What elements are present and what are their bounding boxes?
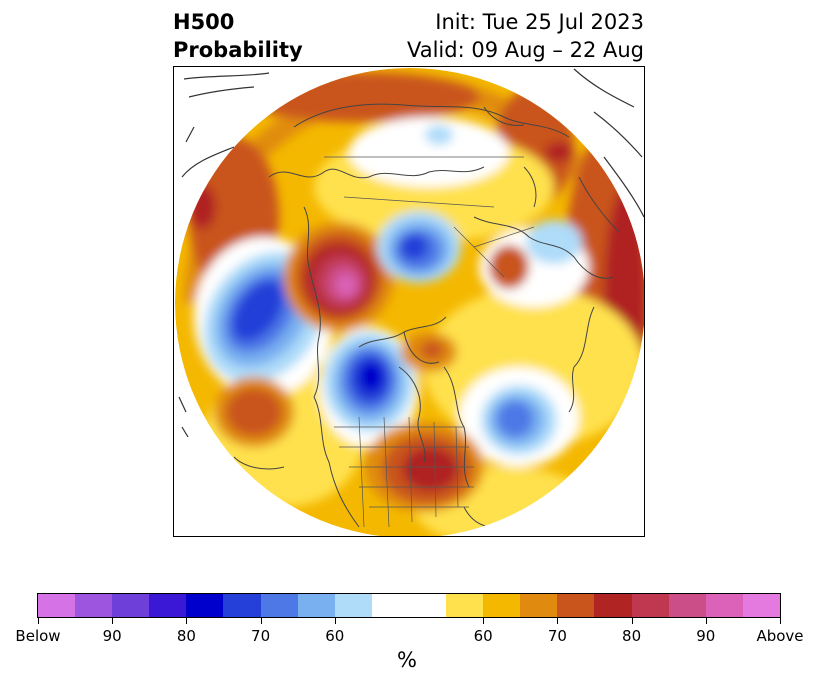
colorbar-segment [260,594,298,617]
colorbar-unit: % [397,648,417,672]
colorbar-segment [38,594,76,617]
chart-title: H500 Probability [173,8,303,64]
probability-map [173,66,645,537]
colorbar-segment [334,594,372,617]
colorbar-tick [705,618,707,624]
colorbar-segment [483,594,521,617]
colorbar-tick [186,618,188,624]
colorbar-tick-label: Above [756,627,804,645]
colorbar-segment [668,594,706,617]
colorbar-tick [780,618,781,624]
polar-map-graphic [175,68,644,536]
forecast-dates: Init: Tue 25 Jul 2023 Valid: 09 Aug – 22… [407,8,644,64]
colorbar-segment [705,594,743,617]
colorbar-segment [557,594,595,617]
colorbar-segment [371,594,447,617]
colorbar-tick [557,618,559,624]
product-label: H500 [173,10,235,34]
colorbar-segment [75,594,113,617]
colorbar-segment [742,594,780,617]
product-subtitle: Probability [173,38,303,62]
corner-coastlines [178,68,644,438]
coastlines [233,103,620,528]
init-date: Init: Tue 25 Jul 2023 [435,10,644,34]
colorbar-tick-label: 60 [325,627,345,645]
colorbar-tick-label: Below [15,627,61,645]
colorbar-tick [260,618,262,624]
colorbar-tick-label: 90 [696,627,716,645]
colorbar-segment [520,594,558,617]
colorbar-tick [38,618,39,624]
probability-field [175,68,644,536]
colorbar-tick [483,618,485,624]
colorbar-segment [186,594,224,617]
colorbar-tick-label: 80 [622,627,642,645]
us-state-borders [324,156,535,528]
colorbar-tick [112,618,114,624]
colorbar-segment [446,594,484,617]
valid-dates: Valid: 09 Aug – 22 Aug [406,38,644,62]
colorbar [37,593,781,618]
colorbar-tick-label: 70 [547,627,567,645]
colorbar-tick [334,618,336,624]
colorbar-tick-label: 70 [251,627,271,645]
colorbar-tick-label: 90 [102,627,122,645]
colorbar-tick [631,618,633,624]
colorbar-segment [631,594,669,617]
colorbar-tick-label: 80 [176,627,196,645]
colorbar-segment [223,594,261,617]
colorbar-segment [112,594,150,617]
colorbar-segment [149,594,187,617]
colorbar-segment [297,594,335,617]
colorbar-tick-label: 60 [473,627,493,645]
colorbar-segment [594,594,632,617]
